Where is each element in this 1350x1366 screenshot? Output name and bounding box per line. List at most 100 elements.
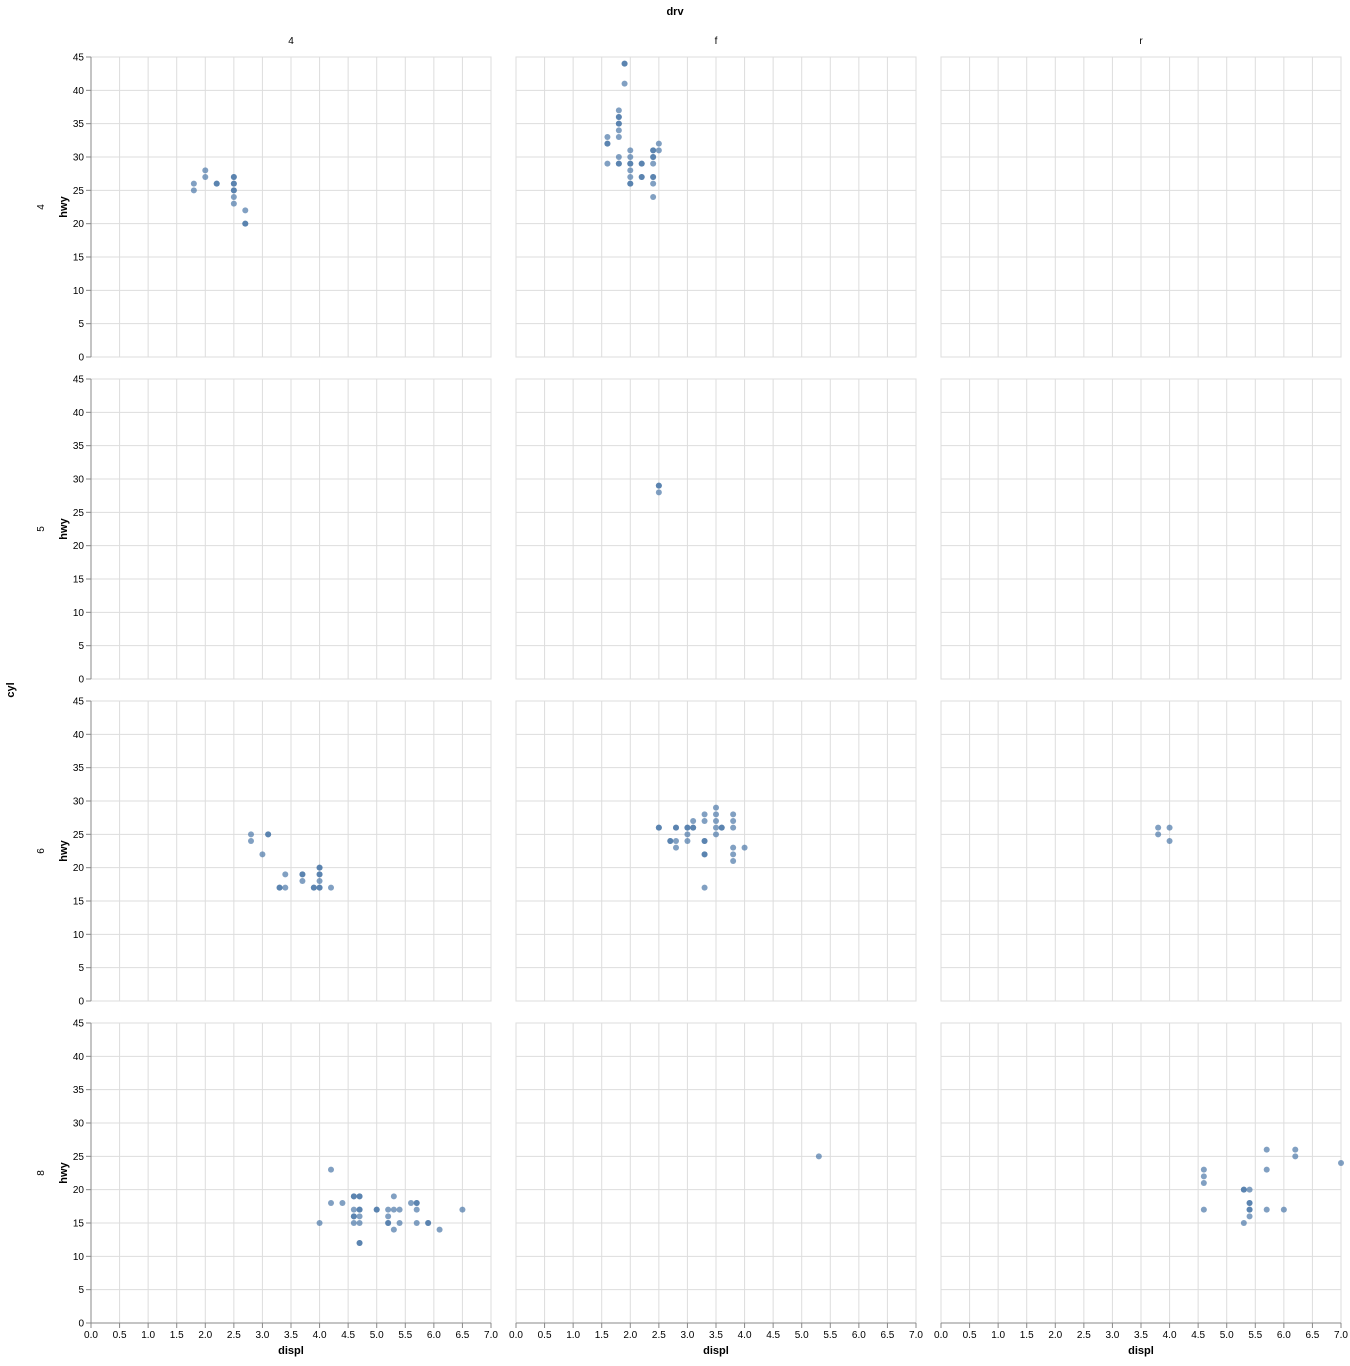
data-point [282, 871, 289, 878]
data-point [190, 187, 197, 194]
data-point [627, 147, 634, 154]
data-point [730, 858, 737, 864]
data-point [701, 884, 708, 891]
x-tick-label: 4.5 [1191, 1330, 1205, 1341]
data-point [701, 818, 708, 824]
data-point [701, 851, 708, 858]
y-tick-label: 5 [78, 319, 84, 330]
column-header-4: 4 [288, 36, 294, 47]
data-point [316, 1220, 323, 1226]
data-point [390, 1226, 397, 1233]
data-point [741, 844, 748, 851]
x-tick-label: 6.0 [427, 1330, 441, 1341]
x-tick-label: 7.0 [909, 1330, 923, 1341]
data-point [1240, 1220, 1247, 1226]
data-point [213, 180, 220, 187]
data-point [718, 824, 725, 831]
x-tick-label: 0.5 [538, 1330, 552, 1341]
y-tick-label: 45 [73, 1019, 85, 1030]
y-tick-label: 45 [73, 697, 85, 708]
y-tick-label: 15 [73, 575, 85, 586]
x-tick-label: 1.5 [1020, 1330, 1034, 1341]
data-point [673, 824, 679, 831]
x-tick-label: 4.5 [766, 1330, 780, 1341]
panel-5-r-frame [940, 378, 1342, 680]
y-tick-label: 30 [73, 1119, 85, 1130]
data-point [621, 80, 628, 87]
column-header-f: f [715, 36, 718, 47]
data-point [1200, 1206, 1207, 1213]
panel-6-f-frame [515, 700, 917, 1002]
y-tick-label: 15 [73, 897, 85, 908]
x-tick-label: 6.5 [1305, 1330, 1319, 1341]
x-tick-label: 2.5 [652, 1330, 666, 1341]
x-tick-label: 2.0 [623, 1330, 637, 1341]
y-tick-label: 30 [73, 475, 85, 486]
y-tick-label: 20 [73, 541, 85, 552]
data-point [1280, 1206, 1287, 1213]
data-point [684, 838, 691, 844]
y-tick-label: 10 [73, 286, 85, 297]
y-tick-label: 0 [78, 353, 84, 364]
x-tick-label: 4.0 [738, 1330, 752, 1341]
y-tick-label: 30 [73, 797, 85, 808]
data-point [390, 1193, 397, 1200]
data-point [356, 1240, 363, 1246]
data-point [615, 154, 622, 160]
x-tick-label: 0.0 [934, 1330, 948, 1341]
data-point [356, 1220, 363, 1226]
x-axis-title: displ [278, 1345, 304, 1357]
y-tick-label: 45 [73, 375, 85, 386]
data-point [1155, 831, 1162, 838]
data-point [713, 804, 719, 811]
data-point [1240, 1186, 1247, 1193]
y-tick-label: 25 [73, 1152, 85, 1163]
data-point [1263, 1166, 1270, 1173]
data-point [190, 180, 197, 187]
x-axis-title: displ [1128, 1345, 1154, 1357]
data-point [408, 1200, 414, 1206]
data-point [650, 160, 657, 167]
data-point [259, 851, 266, 858]
data-point [316, 884, 323, 891]
x-tick-label: 3.0 [1105, 1330, 1119, 1341]
data-point [690, 818, 697, 824]
data-point [655, 824, 662, 831]
y-tick-label: 5 [78, 641, 84, 652]
data-point [1263, 1146, 1270, 1153]
y-axis-title: hwy [58, 517, 70, 539]
data-point [627, 167, 634, 174]
data-point [1246, 1213, 1253, 1220]
data-point [650, 174, 657, 180]
data-point [459, 1206, 466, 1213]
x-tick-label: 7.0 [484, 1330, 498, 1341]
data-point [615, 134, 622, 140]
x-tick-label: 3.0 [255, 1330, 269, 1341]
column-facet-title: drv [666, 6, 684, 18]
data-point [1338, 1160, 1344, 1166]
x-tick-label: 5.5 [1248, 1330, 1262, 1341]
data-point [655, 489, 662, 496]
data-point [1200, 1173, 1207, 1180]
data-point [627, 154, 634, 160]
data-point [627, 160, 634, 167]
x-tick-label: 4.0 [1163, 1330, 1177, 1341]
data-point [310, 884, 317, 891]
data-point [413, 1206, 420, 1213]
data-point [650, 194, 657, 200]
data-point [730, 824, 737, 831]
data-point [328, 1200, 334, 1206]
y-tick-label: 15 [73, 253, 85, 264]
data-point [425, 1220, 432, 1226]
data-point [655, 482, 662, 489]
data-point [684, 824, 691, 831]
data-point [730, 851, 737, 858]
data-point [650, 154, 657, 160]
x-tick-label: 2.0 [1048, 1330, 1062, 1341]
data-point [328, 1166, 334, 1173]
data-point [413, 1200, 420, 1206]
x-tick-label: 3.5 [709, 1330, 723, 1341]
x-tick-label: 6.5 [455, 1330, 469, 1341]
data-point [328, 884, 334, 891]
y-tick-label: 25 [73, 830, 85, 841]
